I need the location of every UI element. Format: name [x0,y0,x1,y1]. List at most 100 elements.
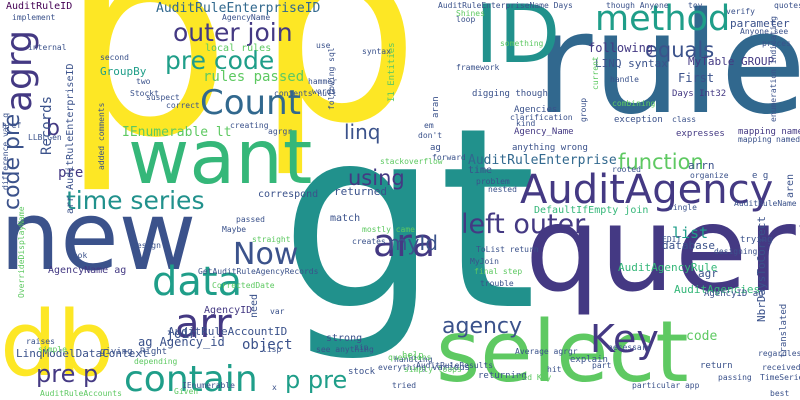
word-enumeration-indicating: enumeration indicating [769,16,778,122]
word-linq: linq [344,120,381,144]
word-passed: passed [236,215,265,224]
word-audit-rule-enterprise-id: AuditRuleEnterpriseID [156,1,321,16]
word-group-by: GroupBy [100,65,147,78]
word-following: following [588,41,654,55]
word-necessary: necessary [608,343,652,352]
word-everything: everything [378,363,427,372]
word-agency-name-small: AgencyName [222,13,271,22]
word-tried: tried [392,381,417,390]
word-agency: agency [442,314,523,339]
word-return: return [700,361,733,371]
word-time-series: time series [66,186,205,215]
word-loop: loop [456,15,476,24]
word-kind: kind [516,119,536,128]
word-query: query [525,180,800,318]
word-rules-passed: rules passed [203,69,305,85]
word-db: db [0,292,115,397]
word-part: part [592,361,612,370]
word-pre-code: pre code [165,46,275,75]
word-equals: equals [645,38,715,62]
word-depending: depending [134,357,178,366]
word-simple: simple [38,345,67,354]
word-creates: creates [352,237,386,246]
word-agr: agr [698,267,718,280]
word-zip: zip [354,343,369,352]
word-something: something [500,39,544,48]
word-combining: combining [612,99,656,108]
word-records: Records [39,95,55,155]
word-need: need [249,293,260,318]
word-database: database [662,239,715,252]
word-audit-agency-rule: AuditAgencyRule [618,261,718,274]
word-audit-rule-name: AuditRuleName [734,199,797,208]
word-object: object [242,337,293,353]
word-translated: translated [779,303,789,358]
word-key: Key [590,317,659,361]
word-audit-rule-enterprise: AuditRuleEnterprise [468,153,617,168]
word-ag-agency-id: ag Agency_id [138,335,225,349]
word-llbl-gen: LLBLGen [28,133,62,142]
word-named: named [776,135,800,144]
word-audit-agencies: AuditAgencies [674,283,761,296]
word-new: new [0,182,197,292]
word-contain: contain [124,359,258,400]
word-href: href [2,121,22,130]
word-correspond: correspond [258,189,319,200]
word-problem: problem [476,177,510,186]
word-agencyid-ag: AgencyID ag [704,289,764,299]
word-count: Count [200,83,301,123]
word-match: match [330,213,361,224]
word-creating: creating [230,121,269,130]
word-tolist-return: ToList return [476,245,539,254]
word-local-rules: local rules [205,43,272,54]
word-dont: don't [418,131,443,140]
word-ienumerable-lt: IEnumerable lt [122,125,232,140]
word-pre: pre [58,165,84,181]
word-framework: framework [456,63,500,72]
word-returning: returning [478,371,527,381]
word-days-int32: Days Int32 [672,89,727,99]
word-time: time [468,165,493,176]
word-agrgr: agrgr [268,127,293,136]
word-explain: explain [570,355,608,365]
word-rule: rule [535,0,800,146]
word-audit-agency: AuditAgency [520,167,774,213]
word-straight: straight [252,235,291,244]
word-want: want [128,113,313,201]
word-right: Right [140,347,168,357]
word-received: received [762,363,800,372]
word-questions: questions [388,353,432,362]
word-ienumerable: IEnumerable [182,381,235,390]
word-suspect: suspect [146,93,180,102]
word-simply-loops: simply loops [404,365,462,374]
word-handling: handling [394,355,433,364]
word-mostly-came: mostly came [362,225,415,234]
word-clarification: clarification [510,113,573,122]
word-get-audit-rule-agency-records: GetAuditRuleAgencyRecords [198,267,319,276]
word-b: b [46,116,60,141]
word-various: various [432,363,470,373]
word-p-pre: p pre [285,366,348,394]
word-hammer: hammer [308,77,337,86]
word-using: using [348,166,405,190]
word-internal: internal [28,43,67,52]
word-my-id: myId [388,231,438,255]
word-two: two [136,77,151,86]
word-audit-rule-enterprise-name-days: AuditRuleEnterpriseName Days [438,1,573,10]
word-left-outer: left outer [461,209,586,240]
word-arrn: arrn [688,159,715,172]
word-audit-rule-results: AuditRuleResults [416,361,494,370]
word-help: help [402,351,424,361]
word-raises: raises [26,337,55,346]
word-now: Now [233,237,299,272]
word-class: class [672,115,697,124]
word-added-comments: added comments [97,102,106,170]
word-method: method [595,0,731,39]
word-code: code [686,329,718,344]
word-arr: arr [175,301,232,347]
word-look: look [68,251,88,260]
word-stackoverflow: stackoverflow [380,157,443,166]
word-lisp: lisp [262,345,282,354]
word-best: best [770,389,790,398]
